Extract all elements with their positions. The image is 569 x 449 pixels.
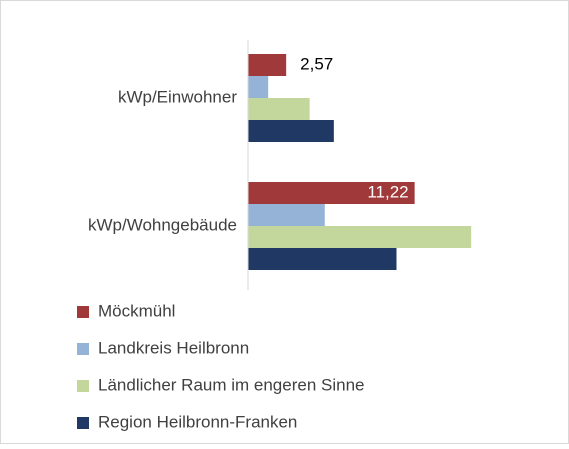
bar bbox=[248, 76, 269, 98]
legend-label: Möckmühl bbox=[98, 301, 175, 320]
data-label: 11,22 bbox=[367, 182, 408, 201]
bar bbox=[248, 204, 325, 226]
bar bbox=[248, 226, 472, 248]
legend-label: Region Heilbronn-Franken bbox=[98, 412, 297, 431]
legend-swatch bbox=[77, 306, 89, 318]
category-label: kWp/Wohngebäude bbox=[88, 215, 237, 234]
category-label: kWp/Einwohner bbox=[118, 87, 237, 106]
legend-label: Landkreis Heilbronn bbox=[98, 338, 249, 357]
bar bbox=[248, 98, 310, 120]
legend-swatch bbox=[77, 343, 89, 355]
legend-label: Ländlicher Raum im engeren Sinne bbox=[98, 375, 365, 394]
bar bbox=[248, 182, 415, 204]
legend-swatch bbox=[77, 380, 89, 392]
bar bbox=[248, 120, 334, 142]
legend-swatch bbox=[77, 417, 89, 429]
bar bbox=[248, 248, 397, 270]
bar bbox=[248, 54, 287, 76]
data-label: 2,57 bbox=[300, 54, 333, 73]
